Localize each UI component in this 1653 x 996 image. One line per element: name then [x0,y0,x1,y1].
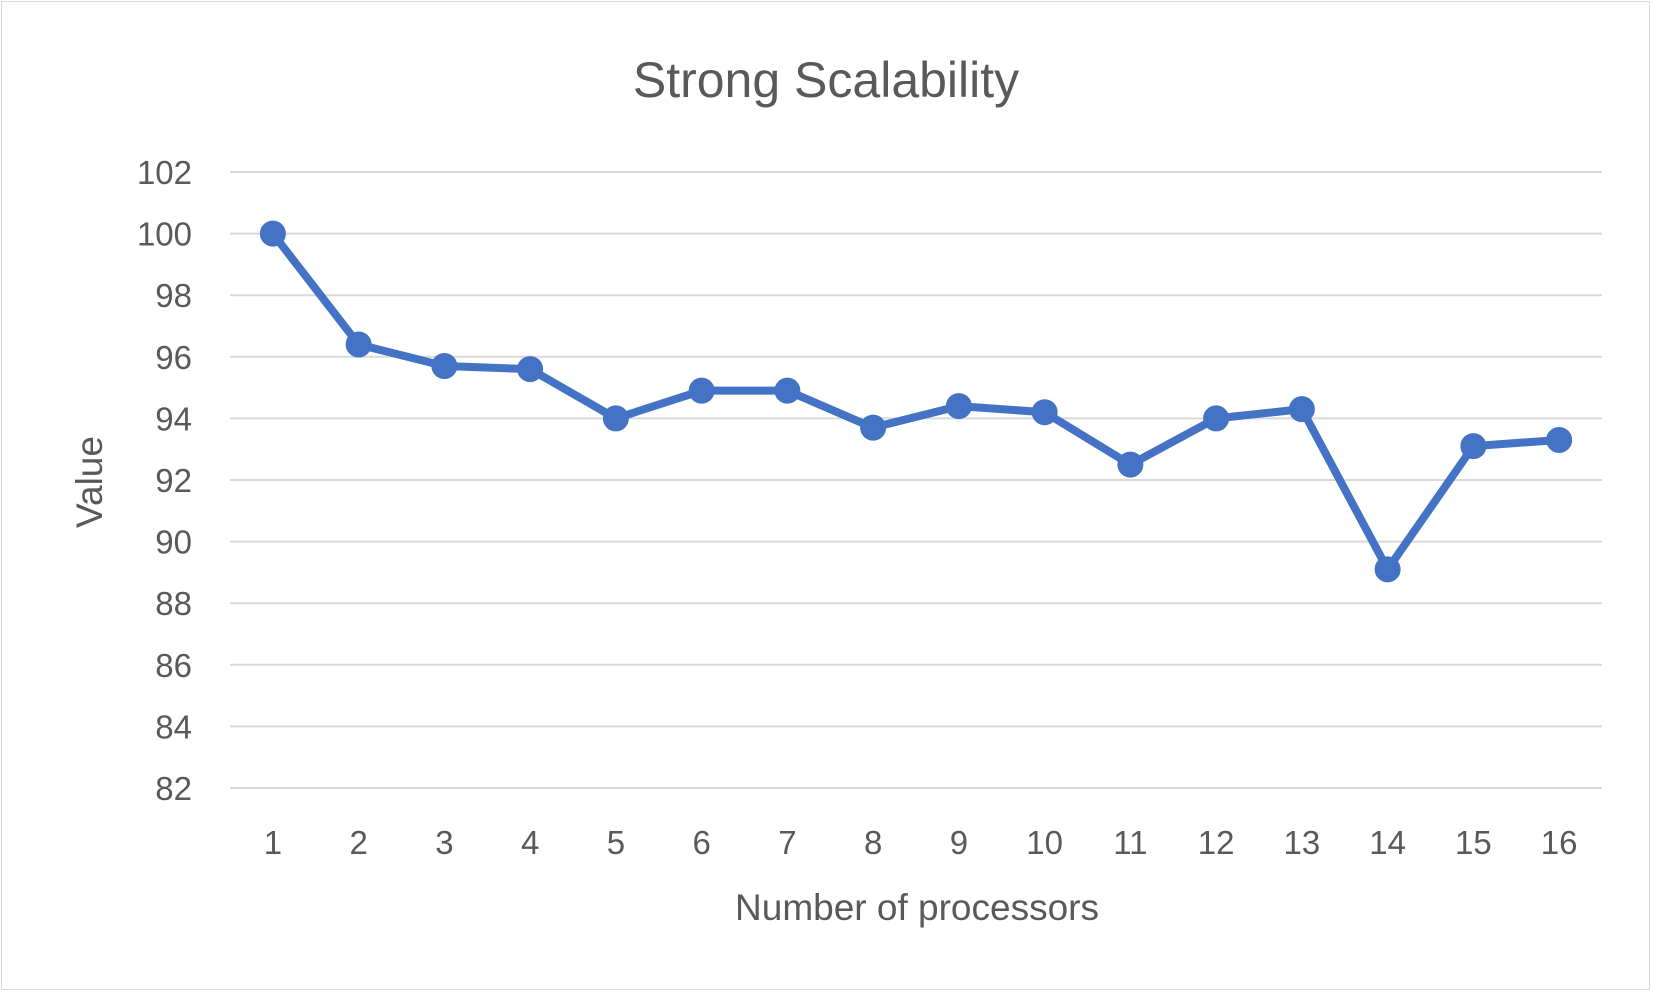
x-tick-label: 2 [349,824,367,861]
data-point [774,377,801,404]
y-tick-label: 82 [155,770,192,807]
y-tick-label: 100 [137,216,192,253]
y-tick-label: 88 [155,585,192,622]
x-tick-label: 4 [521,824,539,861]
data-point [1203,405,1230,432]
x-tick-label: 14 [1369,824,1406,861]
x-axis-tick-labels: 1 2 3 4 5 6 7 8 9 10 11 12 13 14 15 16 [264,824,1578,861]
data-point [1117,451,1144,478]
gridlines [230,171,1602,789]
y-tick-label: 90 [155,524,192,561]
y-tick-label: 98 [155,277,192,314]
x-tick-label: 9 [950,824,968,861]
data-point [1031,399,1058,426]
x-tick-label: 7 [778,824,796,861]
x-tick-label: 16 [1541,824,1578,861]
x-tick-label: 11 [1113,824,1147,861]
y-tick-label: 94 [155,400,192,437]
y-tick-label: 102 [137,154,192,191]
x-tick-label: 13 [1284,824,1321,861]
data-point [517,356,544,383]
y-tick-label: 84 [155,708,192,745]
data-point [602,405,629,432]
x-tick-label: 10 [1026,824,1063,861]
data-point [1460,433,1487,460]
data-point [259,220,286,247]
series-layer [259,220,1573,583]
x-tick-label: 1 [264,824,282,861]
y-axis-tick-labels: 82 84 86 88 90 92 94 96 98 100 102 [137,154,192,807]
x-axis-title: Number of processors [735,887,1099,928]
data-point [1288,396,1315,423]
x-tick-label: 5 [607,824,625,861]
y-tick-label: 96 [155,339,192,376]
data-point [860,414,887,441]
data-point [688,377,715,404]
x-tick-label: 8 [864,824,882,861]
x-tick-label: 15 [1455,824,1492,861]
data-point [345,331,372,358]
data-point [431,353,458,380]
x-tick-label: 12 [1198,824,1235,861]
y-tick-label: 86 [155,647,192,684]
data-point [1546,426,1573,453]
data-point [945,393,972,420]
series-line [268,229,1564,574]
x-tick-label: 3 [435,824,453,861]
y-tick-label: 92 [155,462,192,499]
data-point [1374,556,1401,583]
chart-title: Strong Scalability [633,52,1019,108]
y-axis-title: Value [69,436,110,528]
x-tick-label: 6 [692,824,710,861]
